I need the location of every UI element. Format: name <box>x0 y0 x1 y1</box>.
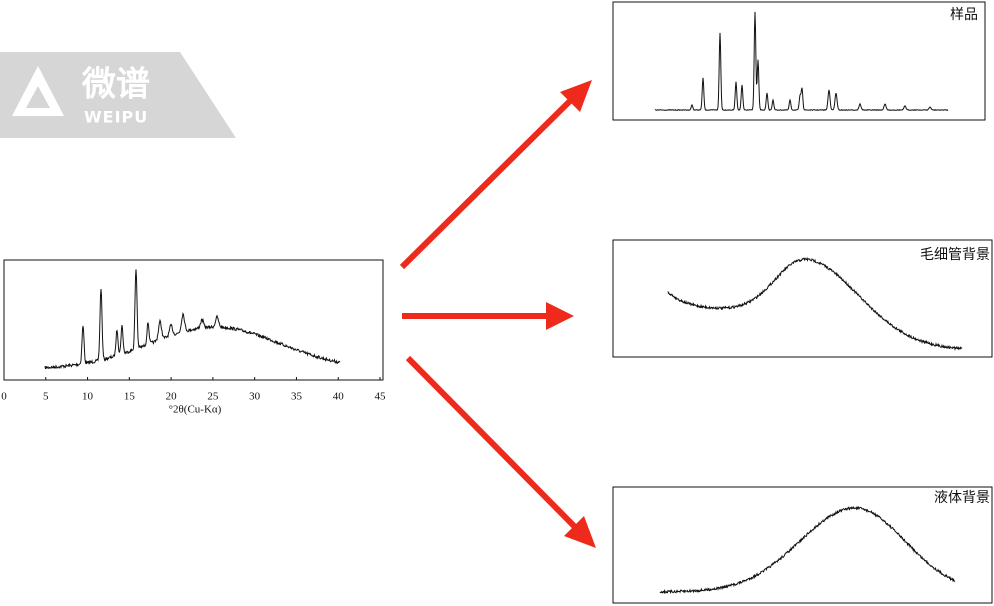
main-plot-frame <box>3 259 384 381</box>
panel-label: 样品 <box>950 7 978 23</box>
liquid-curve <box>659 505 956 595</box>
logo: 微谱 WEIPU <box>0 52 236 138</box>
x-tick-label: 10 <box>82 391 94 403</box>
arrow <box>399 96 575 270</box>
x-axis-label: °2θ(Cu-Kα) <box>169 404 222 416</box>
x-tick-label: 5 <box>43 391 49 403</box>
arrows <box>399 80 596 548</box>
logo-icon-inner <box>26 86 50 108</box>
capillary-curve <box>667 256 963 351</box>
panel-frame <box>612 1 986 121</box>
panel-frame <box>612 239 993 358</box>
logo-name: 微谱 <box>81 65 150 105</box>
x-tick-label: 15 <box>124 391 136 403</box>
arrow-head <box>564 516 596 548</box>
x-tick-label: 20 <box>166 391 178 403</box>
panel-label: 毛细管背景 <box>920 247 990 263</box>
x-axis: 0 5 10 15 20 25 30 35 40 45 <box>1 377 386 403</box>
x-tick-label: 40 <box>333 391 345 403</box>
logo-latin: WEIPU <box>84 108 148 127</box>
x-tick-label: 45 <box>375 391 387 403</box>
arrow-head <box>546 302 574 330</box>
x-tick-label: 0 <box>1 391 7 403</box>
panel-label: 液体背景 <box>934 490 990 506</box>
x-tick-label: 30 <box>249 391 261 403</box>
sample-curve <box>654 11 949 112</box>
panel-frame <box>612 486 993 604</box>
x-tick-label: 35 <box>291 391 303 403</box>
x-tick-label: 25 <box>207 391 219 403</box>
logo-background <box>0 52 236 138</box>
arrow <box>405 355 579 531</box>
arrow-head <box>560 80 592 112</box>
xrd-curve <box>44 269 341 370</box>
